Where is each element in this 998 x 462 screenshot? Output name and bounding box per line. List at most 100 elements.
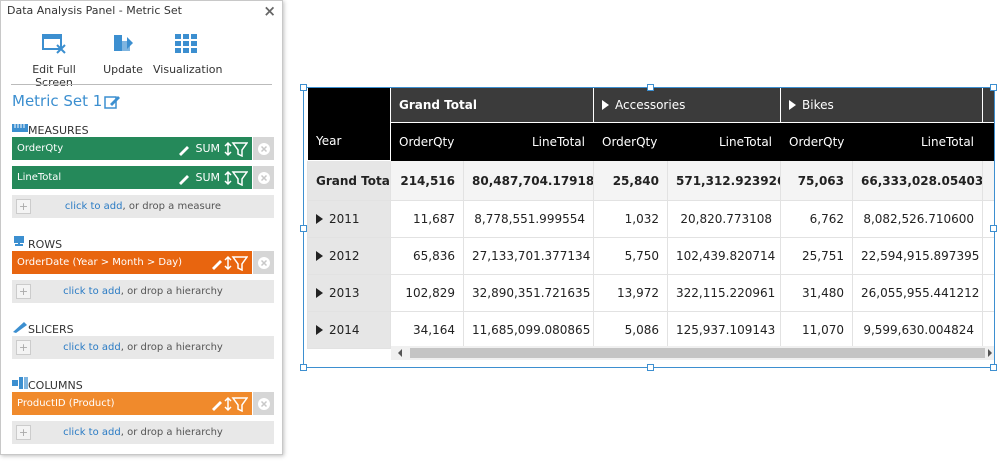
section-header: COLUMNS <box>12 377 274 392</box>
add-hint: , or drop a hierarchy <box>120 342 223 353</box>
icon <box>212 259 222 270</box>
icon <box>212 400 222 411</box>
cell: 8,082,526.710600 <box>852 200 984 238</box>
data-row: 2011 11,687 8,778,551.999554 1,032 20,820.77… <box>307 200 995 238</box>
field-item[interactable]: OrderQty SUM <box>12 137 274 160</box>
resize-handle[interactable] <box>300 364 307 371</box>
group-label: Grand Total <box>399 98 477 112</box>
cell: 80,487,704.179188 <box>463 160 594 201</box>
group-header[interactable]: Bikes <box>780 87 984 123</box>
remove-button[interactable] <box>253 137 274 160</box>
row-header[interactable]: 2012 <box>307 237 391 275</box>
add-link[interactable]: click to add <box>63 286 121 297</box>
tool-label: Edit Full Screen <box>32 63 76 89</box>
icon <box>257 397 270 410</box>
remove-button[interactable] <box>253 251 274 274</box>
plus-box: + <box>16 199 31 214</box>
add-text: click to add, or drop a measure <box>12 201 274 212</box>
add-text: click to add, or drop a hierarchy <box>12 286 274 297</box>
resize-handle[interactable] <box>990 225 997 232</box>
cell: 6,762 <box>780 200 854 238</box>
add-link[interactable]: click to add <box>63 427 121 438</box>
icon <box>14 236 24 246</box>
add-link[interactable]: click to add <box>64 201 123 212</box>
data-row: 2012 65,836 27,133,701.377134 5,750 102,439.… <box>307 237 995 275</box>
resize-handle[interactable] <box>990 84 997 91</box>
data-row: 2013 102,829 32,890,351.721635 13,972 322,11… <box>307 274 995 312</box>
cell: 65,836 <box>390 237 464 275</box>
icon <box>179 145 190 156</box>
scrollbar[interactable] <box>391 346 995 360</box>
add-text: click to add, or drop a hierarchy <box>12 342 274 353</box>
row-header: Grand Total <box>307 160 391 201</box>
add-row: + click to add, or drop a hierarchy <box>12 421 274 444</box>
add-hint: , or drop a hierarchy <box>120 427 223 438</box>
update-button[interactable]: Update <box>103 31 143 76</box>
data-row: 2014 34,164 11,685,099.080865 5,086 125,937.… <box>307 311 995 349</box>
resize-handle[interactable] <box>647 84 654 91</box>
section-header: ROWS <box>12 236 274 251</box>
group-header-row: Year Grand Total Accessories Bikes <box>307 87 995 161</box>
icon <box>12 377 28 389</box>
column-header <box>982 122 995 161</box>
resize-handle[interactable] <box>647 364 654 371</box>
cell: 26,055,955.441212 <box>852 274 984 312</box>
icon <box>224 170 248 186</box>
row-label: 2011 <box>329 212 360 226</box>
cell: 5,086 <box>593 311 668 349</box>
section-label: MEASURES <box>28 124 89 137</box>
column-header: LineTotal <box>852 122 984 161</box>
add-link[interactable]: click to add <box>63 342 121 353</box>
expand-arrow <box>602 100 609 110</box>
visualization-button[interactable]: Visualization <box>153 31 222 76</box>
row-header[interactable]: 2011 <box>307 200 391 238</box>
cell: 34,164 <box>390 311 464 349</box>
icon <box>257 142 270 155</box>
cell: 102,439.820714 <box>666 237 782 275</box>
group-header[interactable]: Accessories <box>592 87 782 123</box>
row-header[interactable]: 2014 <box>307 311 391 349</box>
cell: 1,032 <box>593 200 668 238</box>
expand-arrow <box>316 288 323 298</box>
field-item[interactable]: LineTotal SUM <box>12 166 274 189</box>
resize-handle[interactable] <box>300 84 307 91</box>
column-header: OrderQty <box>593 122 668 161</box>
remove-button[interactable] <box>253 166 274 189</box>
add-hint: , or drop a measure <box>122 201 222 212</box>
section-label: ROWS <box>28 238 63 251</box>
icon <box>179 174 190 185</box>
scroll-left[interactable] <box>395 346 405 360</box>
cell: 11,687 <box>390 200 464 238</box>
column-header: OrderQty <box>390 122 464 161</box>
column-header-row: OrderQty LineTotal OrderQty LineTotal OrderQ… <box>308 122 995 161</box>
group-label: Bikes <box>802 98 834 112</box>
field-body: LineTotal SUM <box>12 166 252 189</box>
edit-full-screen-button[interactable]: Edit Full Screen <box>15 31 93 89</box>
row-label: Grand Total <box>316 173 391 188</box>
field-item[interactable]: ProductID (Product) <box>12 392 274 415</box>
close-button[interactable]: × <box>263 2 276 20</box>
resize-handle[interactable] <box>990 364 997 371</box>
edit-icon[interactable] <box>104 94 120 110</box>
add-row: + click to add, or drop a measure <box>12 195 274 218</box>
scroll-right[interactable] <box>985 346 995 360</box>
cell: 322,115.220961 <box>666 274 782 312</box>
field-name: OrderQty <box>17 143 64 154</box>
plus-box: + <box>16 340 31 355</box>
icon <box>13 322 27 333</box>
icon <box>224 141 248 157</box>
section-header: SLICERS <box>12 321 274 336</box>
section-label: COLUMNS <box>28 379 83 392</box>
field-item[interactable]: OrderDate (Year > Month > Day) <box>12 251 274 274</box>
cell: 66,333,028.054031 <box>852 160 984 201</box>
resize-handle[interactable] <box>300 225 307 232</box>
row-header[interactable]: 2013 <box>307 274 391 312</box>
remove-button[interactable] <box>253 392 274 415</box>
icon <box>224 255 248 271</box>
scroll-thumb[interactable] <box>410 348 985 358</box>
cell: 9,599,630.004824 <box>852 311 984 349</box>
section-label: SLICERS <box>28 323 74 336</box>
cell: 571,312.923926 <box>666 160 782 201</box>
icon <box>175 34 197 53</box>
